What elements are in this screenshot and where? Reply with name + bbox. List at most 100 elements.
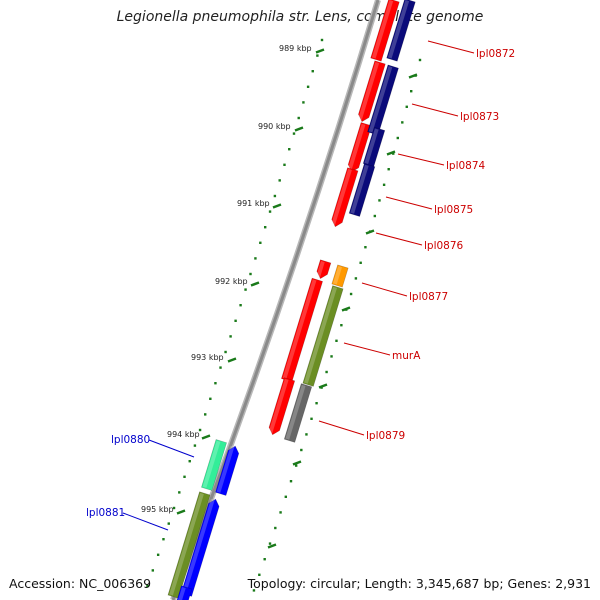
tick-dot bbox=[418, 58, 422, 62]
gene-layer bbox=[167, 0, 416, 600]
gene-label: lpl0872 bbox=[476, 48, 515, 60]
tick-dot bbox=[292, 132, 296, 135]
tick-dot bbox=[229, 335, 232, 338]
tick-dot bbox=[410, 90, 413, 93]
leader-line bbox=[427, 40, 475, 54]
leader-line bbox=[375, 232, 423, 246]
gene-label: lpl0875 bbox=[434, 204, 473, 216]
cds-segment bbox=[316, 259, 332, 280]
leader-line bbox=[411, 103, 459, 117]
tick-dot bbox=[263, 226, 267, 229]
tick-dot bbox=[188, 460, 191, 463]
tick-dot bbox=[401, 121, 404, 124]
gene-label: lpl0880 bbox=[111, 434, 150, 446]
cds-segment bbox=[370, 0, 400, 62]
tick-dot bbox=[405, 105, 408, 108]
tick-dot bbox=[320, 38, 324, 42]
major-tick bbox=[341, 306, 351, 312]
major-tick bbox=[250, 281, 260, 287]
tick-dot bbox=[289, 480, 293, 483]
major-tick bbox=[176, 509, 186, 515]
tick-dot bbox=[146, 584, 149, 588]
tick-dot bbox=[244, 288, 247, 291]
major-tick bbox=[227, 357, 237, 363]
cds-segment bbox=[302, 285, 344, 387]
cds-segment bbox=[348, 163, 376, 217]
major-tick bbox=[201, 434, 211, 440]
tick-dot bbox=[302, 101, 305, 104]
cds-segment bbox=[215, 445, 240, 496]
tick-label: 994 kbp bbox=[167, 430, 200, 439]
leader-line bbox=[148, 439, 195, 458]
tick-label: 993 kbp bbox=[191, 353, 224, 362]
gene-label: lpl0881 bbox=[86, 507, 125, 519]
tick-dot bbox=[297, 116, 300, 120]
major-tick bbox=[272, 203, 282, 209]
tick-dot bbox=[198, 428, 202, 432]
tick-dot bbox=[330, 355, 333, 358]
tick-dot bbox=[193, 444, 197, 447]
leader-line bbox=[397, 153, 445, 166]
tick-dot bbox=[300, 448, 303, 452]
major-tick bbox=[365, 229, 375, 235]
tick-dot bbox=[249, 272, 252, 276]
tick-dot bbox=[316, 54, 319, 57]
tick-dot bbox=[359, 261, 362, 264]
cds-segment bbox=[268, 377, 296, 436]
major-tick bbox=[386, 150, 396, 156]
tick-dot bbox=[252, 589, 256, 592]
tick-dot bbox=[234, 319, 237, 322]
cds-segment bbox=[201, 439, 227, 491]
tick-dot bbox=[183, 475, 186, 478]
summary-text: Topology: circular; Length: 3,345,687 bp… bbox=[247, 576, 591, 591]
major-tick bbox=[292, 460, 302, 466]
tick-label: 992 kbp bbox=[215, 277, 248, 286]
gene-label: murA bbox=[392, 350, 421, 362]
cds-segment bbox=[331, 167, 359, 228]
tick-dot bbox=[373, 214, 377, 218]
tick-dot bbox=[254, 257, 257, 260]
major-tick bbox=[267, 543, 277, 549]
tick-dot bbox=[167, 522, 170, 525]
major-tick bbox=[294, 126, 304, 132]
gene-label: lpl0874 bbox=[446, 160, 486, 172]
tick-dot bbox=[364, 246, 367, 249]
leader-line bbox=[318, 420, 365, 436]
tick-dot bbox=[387, 168, 390, 171]
tick-dot bbox=[354, 277, 358, 280]
leader-line bbox=[385, 196, 433, 210]
tick-dot bbox=[224, 350, 227, 354]
tick-dot bbox=[382, 183, 386, 186]
major-tick bbox=[408, 73, 418, 79]
gene-label: lpl0879 bbox=[366, 430, 405, 442]
tick-dot bbox=[396, 136, 399, 140]
label-layer: lpl0872 lpl0873 lpl0874 lpl0875 lpl0876 lpl08… bbox=[86, 40, 515, 531]
tick-layer: 989 kbp 990 kbp 991 kbp 992 kbp 993 kbp 994 k… bbox=[141, 38, 422, 592]
leader-line bbox=[361, 282, 408, 297]
tick-dot bbox=[278, 179, 281, 182]
gene-label: lpl0873 bbox=[460, 111, 499, 123]
cds-segment bbox=[357, 60, 386, 123]
tick-label: 995 kbp bbox=[141, 505, 174, 514]
tick-dot bbox=[151, 569, 155, 572]
tick-dot bbox=[172, 506, 176, 510]
tick-dot bbox=[162, 538, 165, 541]
tick-dot bbox=[283, 163, 286, 166]
tick-dot bbox=[305, 433, 308, 436]
leader-line bbox=[122, 512, 169, 531]
tick-label: 990 kbp bbox=[258, 122, 291, 131]
tick-dot bbox=[219, 366, 222, 369]
tick-dot bbox=[178, 491, 181, 494]
tick-dot bbox=[294, 464, 298, 467]
tick-dot bbox=[214, 382, 217, 385]
tick-dot bbox=[273, 194, 277, 198]
tick-dot bbox=[325, 370, 328, 374]
tick-dot bbox=[263, 558, 266, 561]
cds-segment bbox=[283, 383, 313, 443]
tick-dot bbox=[156, 553, 160, 556]
tick-dot bbox=[279, 511, 282, 514]
tick-dot bbox=[349, 292, 353, 296]
gene-label: lpl0877 bbox=[409, 291, 448, 303]
tick-dot bbox=[315, 402, 318, 405]
